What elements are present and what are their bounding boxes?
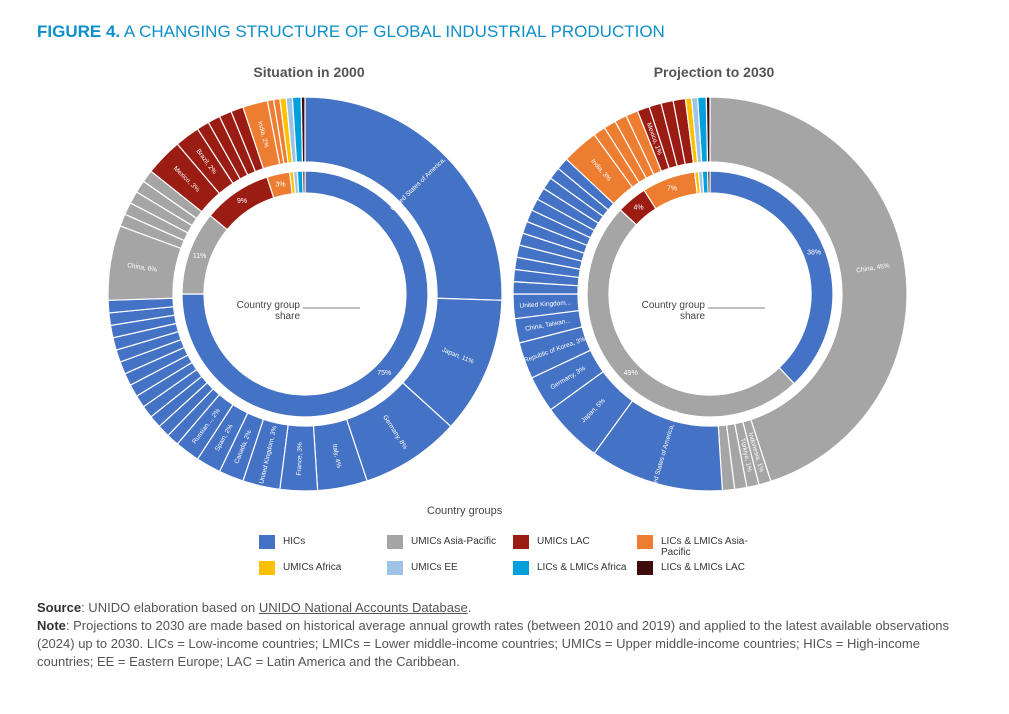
legend-item: UMICs EE bbox=[387, 561, 511, 575]
source-link[interactable]: UNIDO National Accounts Database bbox=[258, 600, 468, 615]
chart-title-2000: Situation in 2000 bbox=[253, 64, 365, 80]
outer-ring-slice bbox=[300, 96, 306, 163]
projection-note: Note: Projections to 2030 are made based… bbox=[37, 617, 957, 671]
outer-ring-label: France, 3% bbox=[296, 442, 304, 476]
center-label: Country group share bbox=[237, 300, 301, 322]
outer-ring-label: Italy, 4% bbox=[331, 443, 343, 469]
legend-swatch bbox=[637, 535, 653, 549]
source-label: Source bbox=[37, 600, 82, 615]
outer-ring-slice bbox=[709, 96, 908, 483]
figure-title: FIGURE 4. A CHANGING STRUCTURE OF GLOBAL… bbox=[37, 22, 665, 42]
donut-chart-2000: 75%11%9%3% United States of America, 25%J… bbox=[107, 96, 503, 492]
outer-ring-label: United Kingdom... bbox=[519, 299, 571, 309]
legend-label: UMICs Africa bbox=[283, 562, 342, 573]
inner-ring-label: 3% bbox=[276, 182, 286, 189]
notes: Source: UNIDO elaboration based on UNIDO… bbox=[37, 599, 957, 671]
legend-swatch bbox=[387, 561, 403, 575]
legend-item: HICs bbox=[259, 535, 383, 549]
donut-chart-2030: 38%49%4%7%China, 45%Indonesia, 1%Türkiye… bbox=[512, 96, 908, 496]
note-label: Note bbox=[37, 618, 66, 633]
figure-title-text: A CHANGING STRUCTURE OF GLOBAL INDUSTRIA… bbox=[123, 22, 665, 41]
legend-item: LICs & LMICs Africa bbox=[513, 561, 637, 575]
legend-label: LICs & LMICs Asia-Pacific bbox=[661, 536, 748, 558]
inner-ring-label: 9% bbox=[237, 198, 247, 205]
inner-ring-label: 11% bbox=[193, 253, 207, 260]
source-text: : UNIDO elaboration based on bbox=[81, 600, 259, 615]
inner-ring-label: 38% bbox=[807, 250, 821, 257]
inner-ring-label: 7% bbox=[667, 185, 677, 192]
legend-label: HICs bbox=[283, 536, 306, 547]
legend-swatch bbox=[259, 535, 275, 549]
source-note: Source: UNIDO elaboration based on UNIDO… bbox=[37, 599, 957, 617]
legend-label: LICs & LMICs Africa bbox=[537, 562, 627, 573]
legend-swatch bbox=[259, 561, 275, 575]
inner-ring-slice bbox=[707, 170, 711, 194]
note-text: : Projections to 2030 are made based on … bbox=[37, 618, 950, 669]
legend-swatch bbox=[513, 535, 529, 549]
legend-item: UMICs Africa bbox=[259, 561, 383, 575]
legend-label: UMICs Asia-Pacific bbox=[411, 536, 497, 547]
legend-item: UMICs LAC bbox=[513, 535, 637, 549]
outer-ring-slice bbox=[705, 96, 711, 163]
center-label: Country group share bbox=[642, 300, 706, 322]
legend-swatch bbox=[513, 561, 529, 575]
inner-ring-label: 4% bbox=[634, 205, 644, 212]
inner-ring-label: 75% bbox=[377, 370, 391, 377]
legend-label: LICs & LMICs LAC bbox=[661, 562, 745, 573]
legend-label: UMICs EE bbox=[411, 562, 458, 573]
outer-ring-label: China, 6% bbox=[127, 262, 158, 274]
legend-item: LICs & LMICs LAC bbox=[637, 561, 761, 575]
legend-swatch bbox=[637, 561, 653, 575]
legend-title: Country groups bbox=[427, 505, 503, 517]
inner-ring-slice bbox=[181, 170, 429, 418]
chart-title-2030: Projection to 2030 bbox=[653, 64, 775, 80]
legend-label: UMICs LAC bbox=[537, 536, 590, 547]
legend-swatch bbox=[387, 535, 403, 549]
legend-item: LICs & LMICs Asia-Pacific bbox=[637, 535, 761, 558]
inner-ring-slice bbox=[302, 170, 306, 194]
inner-ring-label: 49% bbox=[624, 370, 638, 377]
source-end: . bbox=[467, 600, 472, 615]
figure-label: FIGURE 4. bbox=[37, 22, 121, 41]
legend-item: UMICs Asia-Pacific bbox=[387, 535, 511, 549]
